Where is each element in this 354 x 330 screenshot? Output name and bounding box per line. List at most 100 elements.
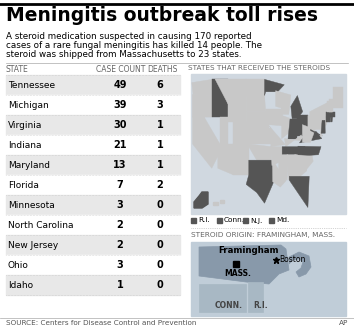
Polygon shape (295, 155, 307, 180)
Polygon shape (193, 117, 218, 168)
Polygon shape (333, 87, 343, 108)
Text: 2: 2 (156, 180, 164, 190)
Polygon shape (276, 91, 291, 115)
Text: 0: 0 (156, 260, 164, 270)
Polygon shape (289, 176, 309, 208)
Text: Indiana: Indiana (8, 141, 41, 149)
Text: MASS.: MASS. (224, 269, 251, 278)
Polygon shape (248, 282, 263, 312)
Text: 6: 6 (156, 80, 164, 90)
Text: AP: AP (339, 320, 348, 326)
Bar (243, 218, 248, 223)
Polygon shape (299, 131, 322, 143)
Polygon shape (212, 80, 228, 117)
Polygon shape (308, 115, 323, 129)
Polygon shape (268, 125, 285, 147)
Text: Md.: Md. (276, 217, 289, 223)
Text: N.J.: N.J. (250, 217, 262, 223)
Polygon shape (330, 117, 333, 122)
Bar (191, 242, 346, 316)
Text: 7: 7 (116, 180, 124, 190)
Polygon shape (264, 80, 284, 96)
Polygon shape (326, 101, 332, 112)
Bar (6, 235, 180, 255)
Bar (6, 95, 180, 115)
Polygon shape (298, 146, 321, 155)
Polygon shape (329, 99, 333, 112)
Polygon shape (194, 192, 208, 208)
Text: CONN.: CONN. (215, 302, 243, 311)
Polygon shape (266, 109, 282, 126)
Bar (6, 115, 180, 135)
Text: North Carolina: North Carolina (8, 220, 74, 229)
Text: 1: 1 (156, 160, 164, 170)
Bar (6, 215, 180, 235)
Bar (217, 218, 222, 223)
Text: Virginia: Virginia (8, 120, 42, 129)
Polygon shape (287, 155, 296, 180)
Bar (6, 195, 180, 215)
Text: steroid was shipped from Massachusetts to 23 states.: steroid was shipped from Massachusetts t… (6, 50, 241, 59)
Polygon shape (246, 160, 274, 203)
Polygon shape (285, 135, 304, 147)
Polygon shape (289, 252, 311, 277)
Polygon shape (246, 112, 269, 128)
Bar (6, 255, 180, 275)
Text: Tennessee: Tennessee (8, 81, 55, 89)
Polygon shape (321, 120, 325, 133)
Polygon shape (192, 94, 212, 117)
Bar (6, 275, 180, 295)
Polygon shape (220, 117, 228, 144)
Text: 1: 1 (156, 140, 164, 150)
Polygon shape (215, 80, 246, 104)
Polygon shape (291, 96, 303, 119)
Text: R.I.: R.I. (198, 217, 210, 223)
Polygon shape (289, 119, 297, 139)
Text: cases of a rare fungal meningitis has killed 14 people. The: cases of a rare fungal meningitis has ki… (6, 41, 262, 50)
Text: 39: 39 (113, 100, 127, 110)
Bar (233, 261, 239, 267)
Polygon shape (297, 115, 308, 136)
Polygon shape (246, 80, 264, 96)
Text: 3: 3 (156, 100, 164, 110)
Text: A steroid medication suspected in causing 170 reported: A steroid medication suspected in causin… (6, 32, 252, 41)
Polygon shape (326, 112, 336, 117)
Text: 2: 2 (116, 240, 124, 250)
Polygon shape (251, 128, 271, 144)
Polygon shape (218, 144, 233, 175)
Polygon shape (300, 154, 313, 171)
Bar (6, 175, 180, 195)
Text: Minnesota: Minnesota (8, 201, 55, 210)
Text: Florida: Florida (8, 181, 39, 189)
Text: 13: 13 (113, 160, 127, 170)
Polygon shape (246, 96, 266, 112)
Text: New Jersey: New Jersey (8, 241, 58, 249)
Text: Maryland: Maryland (8, 160, 50, 170)
Bar (191, 74, 346, 214)
Bar (269, 218, 274, 223)
Text: 2: 2 (116, 220, 124, 230)
Text: 0: 0 (156, 200, 164, 210)
Polygon shape (279, 155, 288, 180)
Polygon shape (249, 144, 272, 160)
Text: 49: 49 (113, 80, 127, 90)
Text: Meningitis outbreak toll rises: Meningitis outbreak toll rises (6, 6, 318, 25)
Text: SOURCE: Centers for Disease Control and Prevention: SOURCE: Centers for Disease Control and … (6, 320, 196, 326)
Text: Conn.: Conn. (224, 217, 245, 223)
Polygon shape (204, 117, 220, 155)
Polygon shape (320, 129, 322, 137)
Polygon shape (310, 101, 331, 129)
Text: 0: 0 (156, 280, 164, 290)
Text: Framingham: Framingham (218, 246, 279, 255)
Bar (213, 202, 218, 205)
Text: Ohio: Ohio (8, 260, 29, 270)
Polygon shape (279, 115, 290, 139)
Bar (191, 218, 196, 223)
Polygon shape (233, 144, 249, 175)
Text: 21: 21 (113, 140, 127, 150)
Polygon shape (310, 129, 322, 136)
Polygon shape (326, 116, 330, 122)
Text: DEATHS: DEATHS (147, 65, 177, 74)
Text: 1: 1 (116, 280, 124, 290)
Polygon shape (199, 245, 289, 284)
